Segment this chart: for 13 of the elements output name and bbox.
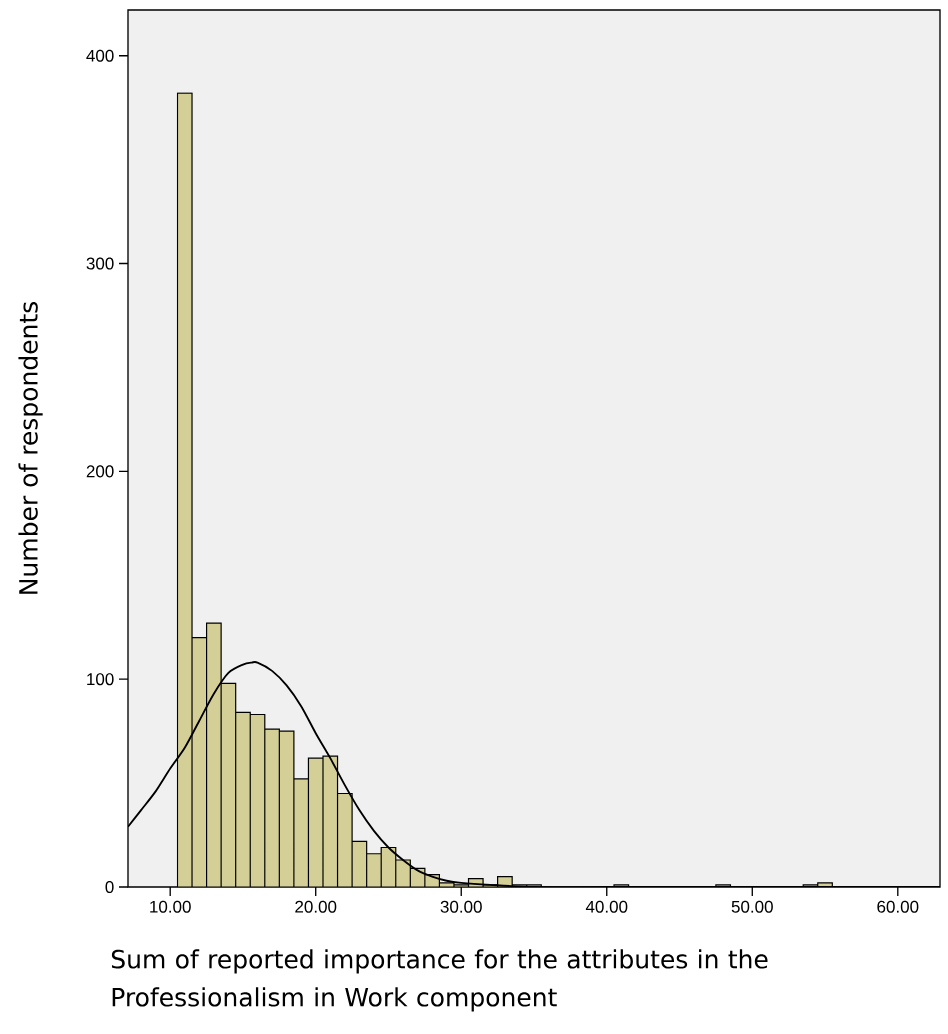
x-tick-label: 10.00 bbox=[150, 900, 191, 913]
y-tick-label: 400 bbox=[86, 49, 114, 62]
y-tick-label: 0 bbox=[105, 880, 114, 894]
y-axis-title: Number of respondents bbox=[18, 301, 43, 594]
x-axis-title: Sum of reported importance for the attributes in the Professionalism in Work component bbox=[111, 949, 768, 1012]
y-tick-label: 300 bbox=[86, 257, 114, 270]
x-tick-label: 50.00 bbox=[731, 900, 773, 913]
y-tick-label: 200 bbox=[86, 465, 114, 478]
x-tick-label: 20.00 bbox=[295, 900, 337, 913]
x-tick-label: 30.00 bbox=[440, 900, 482, 913]
y-tick-label: 100 bbox=[87, 673, 114, 686]
x-tick-label: 60.00 bbox=[877, 900, 919, 913]
x-tick-label: 40.00 bbox=[585, 900, 628, 913]
